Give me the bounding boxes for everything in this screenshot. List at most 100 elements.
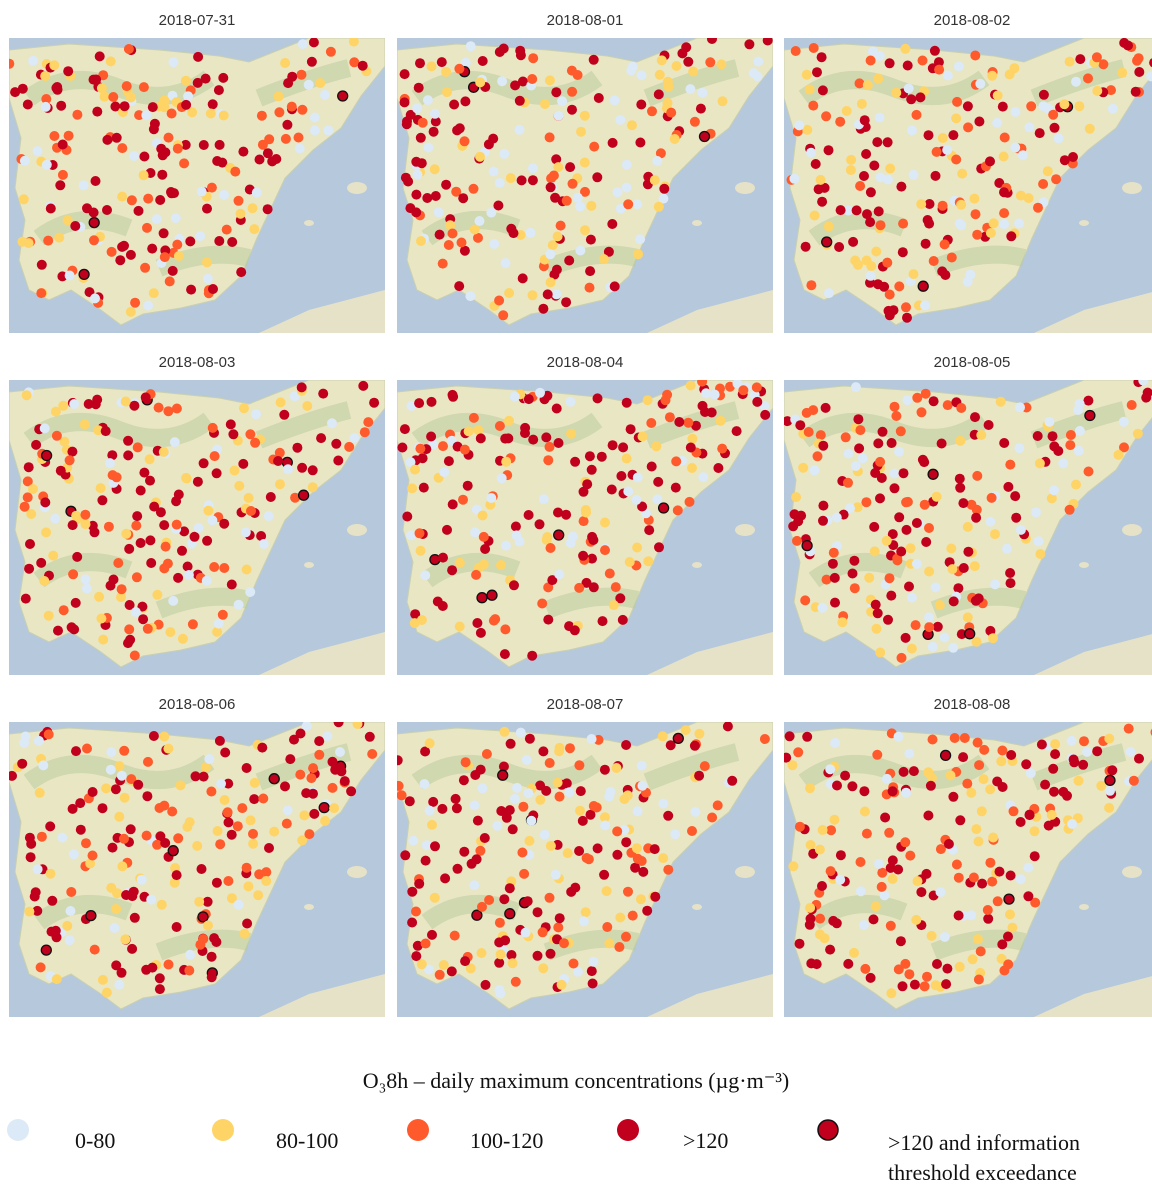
station-dot	[1059, 99, 1069, 109]
station-dot	[139, 82, 149, 92]
station-dot	[476, 628, 486, 638]
station-dot	[101, 426, 111, 436]
station-dot	[1071, 480, 1081, 490]
station-dot	[862, 829, 872, 839]
station-dot	[117, 192, 127, 202]
station-dot	[955, 815, 965, 825]
station-dot	[113, 558, 123, 568]
station-dot	[899, 767, 909, 777]
station-dot	[632, 543, 642, 553]
station-dot	[650, 892, 660, 902]
station-dot	[106, 883, 116, 893]
station-dot	[39, 576, 49, 586]
station-dot	[582, 853, 592, 863]
station-dot	[604, 938, 614, 948]
station-dot	[145, 535, 155, 545]
station-dot	[853, 414, 863, 424]
station-dot	[984, 420, 994, 430]
station-dot	[922, 972, 932, 982]
station-dot	[185, 950, 195, 960]
station-dot	[860, 807, 870, 817]
station-dot	[886, 921, 896, 931]
panel-title: 2018-08-08	[784, 696, 1152, 713]
station-dot	[915, 92, 925, 102]
station-dot	[124, 544, 134, 554]
station-dot	[793, 516, 803, 526]
station-dot	[448, 392, 458, 402]
station-dot	[924, 523, 934, 533]
station-dot	[126, 824, 136, 834]
station-dot	[962, 779, 972, 789]
station-dot	[400, 424, 410, 434]
station-dot	[955, 474, 965, 484]
station-dot	[57, 833, 67, 843]
station-dot	[554, 438, 564, 448]
station-dot	[1079, 736, 1089, 746]
station-dot	[604, 792, 614, 802]
station-dot	[891, 411, 901, 421]
station-dot	[1065, 57, 1075, 67]
station-dot	[1053, 446, 1063, 456]
station-dot	[907, 644, 917, 654]
station-dot	[500, 649, 510, 659]
station-dot	[498, 310, 508, 320]
station-dot	[1002, 544, 1012, 554]
station-dot	[63, 66, 73, 76]
station-dot	[528, 163, 538, 173]
station-dot	[155, 803, 165, 813]
station-dot	[297, 382, 307, 392]
station-dot	[155, 195, 165, 205]
station-dot	[478, 56, 488, 66]
station-dot	[707, 408, 717, 418]
station-dot	[41, 945, 51, 955]
station-dot	[581, 508, 591, 518]
station-dot	[423, 95, 433, 105]
station-dot	[263, 204, 273, 214]
station-dot	[993, 91, 1003, 101]
station-dot	[816, 430, 826, 440]
station-dot	[397, 443, 407, 453]
station-dot	[808, 405, 818, 415]
station-dot	[585, 283, 595, 293]
station-dot	[553, 231, 563, 241]
station-dot	[565, 162, 575, 172]
station-dot	[308, 482, 318, 492]
station-dot	[148, 102, 158, 112]
station-dot	[866, 56, 876, 66]
station-dot	[410, 465, 420, 475]
station-dot	[106, 747, 116, 757]
station-dot	[597, 452, 607, 462]
station-dot	[349, 433, 359, 443]
station-dot	[1092, 746, 1102, 756]
station-dot	[557, 980, 567, 990]
station-dot	[523, 896, 533, 906]
station-dot	[993, 896, 1003, 906]
station-dot	[477, 593, 487, 603]
station-dot	[985, 858, 995, 868]
station-dot	[959, 563, 969, 573]
station-dot	[658, 731, 668, 741]
station-dot	[627, 120, 637, 130]
station-dot	[163, 744, 173, 754]
station-dot	[806, 280, 816, 290]
station-dot	[570, 457, 580, 467]
station-dot	[427, 61, 437, 71]
station-dot	[1134, 67, 1144, 77]
station-dot	[257, 111, 267, 121]
station-dot	[20, 502, 30, 512]
station-dot	[90, 945, 100, 955]
station-dot	[219, 563, 229, 573]
station-dot	[195, 231, 205, 241]
station-dot	[314, 736, 324, 746]
station-dot	[512, 783, 522, 793]
station-dot	[230, 167, 240, 177]
station-dot	[147, 244, 157, 254]
station-dot	[419, 779, 429, 789]
station-dot	[1000, 133, 1010, 143]
station-dot	[890, 483, 900, 493]
station-dot	[849, 948, 859, 958]
station-dot	[647, 106, 657, 116]
station-dot	[49, 60, 59, 70]
station-dot	[224, 817, 234, 827]
station-dot	[502, 813, 512, 823]
